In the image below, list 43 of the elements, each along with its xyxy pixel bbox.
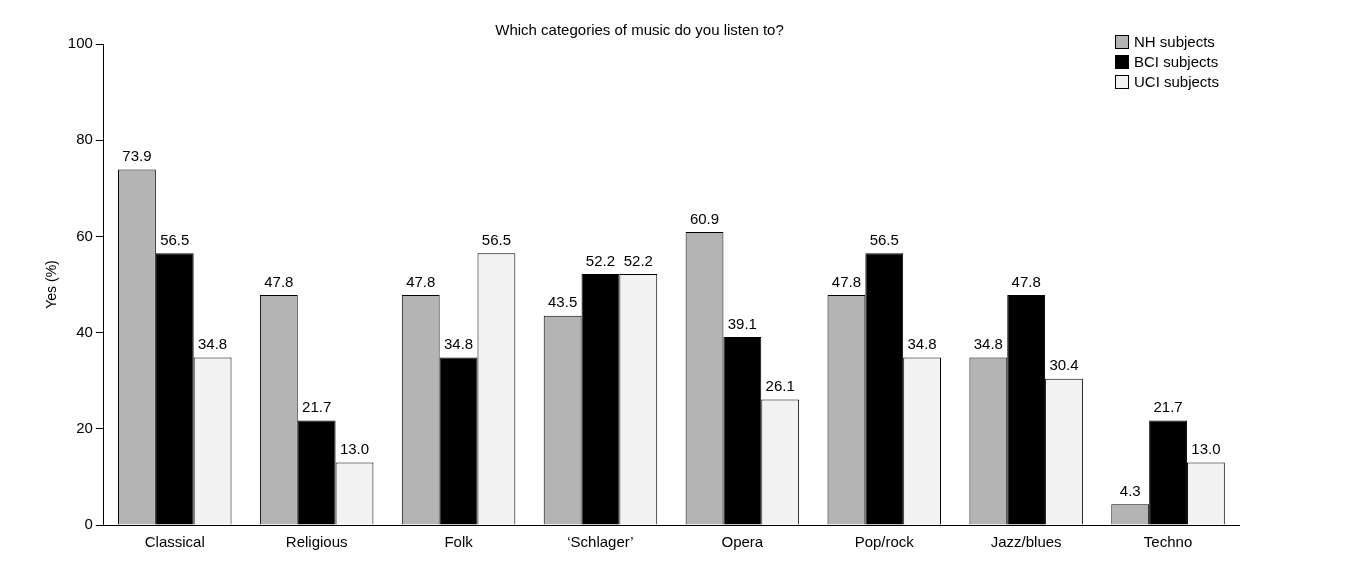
- x-tick-label: Opera: [721, 533, 764, 551]
- text: 43.5: [548, 293, 578, 311]
- y-tick-label: 80: [76, 130, 93, 148]
- text: 21.7: [302, 398, 332, 416]
- x-tick-label: ‘Schlager’: [567, 533, 634, 551]
- text: 34.8: [973, 335, 1003, 353]
- text: 73.9: [122, 147, 152, 165]
- text: 56.5: [160, 230, 190, 248]
- y-tick-label: 40: [76, 322, 93, 340]
- text: 13.0: [339, 440, 370, 458]
- legend-label: BCI subjects: [1133, 53, 1219, 70]
- text: 60.9: [689, 209, 720, 227]
- x-tick-label: Jazz/blues: [990, 533, 1062, 551]
- text: 30.4: [1049, 356, 1079, 374]
- text: 56.5: [869, 230, 899, 248]
- text: 4.3: [1119, 481, 1141, 499]
- text: 34.8: [198, 335, 228, 353]
- text: 47.8: [831, 272, 862, 290]
- y-tick-label: 0: [84, 515, 93, 533]
- text: 52.2: [585, 251, 616, 269]
- x-tick-label: Pop/rock: [854, 533, 915, 551]
- x-tick-label: Religious: [285, 533, 348, 551]
- text: 52.2: [623, 251, 653, 269]
- text: 56.5: [481, 230, 512, 248]
- text: 21.7: [1153, 398, 1183, 416]
- text: 13.0: [1191, 440, 1221, 458]
- legend-label: UCI subjects: [1133, 73, 1219, 90]
- y-axis-title: Yes (%): [43, 260, 60, 309]
- y-tick-label: 100: [67, 34, 93, 52]
- x-tick-label: Classical: [144, 533, 205, 551]
- text: 47.8: [264, 272, 294, 290]
- text: 26.1: [765, 377, 795, 395]
- text: 39.1: [727, 314, 757, 332]
- text: 34.8: [443, 335, 474, 353]
- x-tick-label: Folk: [444, 533, 474, 551]
- text: 47.8: [406, 272, 436, 290]
- y-tick-label: 20: [76, 418, 93, 436]
- y-tick-label: 60: [76, 226, 93, 244]
- x-tick-label: Techno: [1143, 533, 1193, 551]
- legend-label: NH subjects: [1133, 33, 1215, 50]
- text: 34.8: [907, 335, 937, 353]
- chart-title: Which categories of music do you listen to?: [495, 21, 784, 39]
- text: 47.8: [1011, 272, 1041, 290]
